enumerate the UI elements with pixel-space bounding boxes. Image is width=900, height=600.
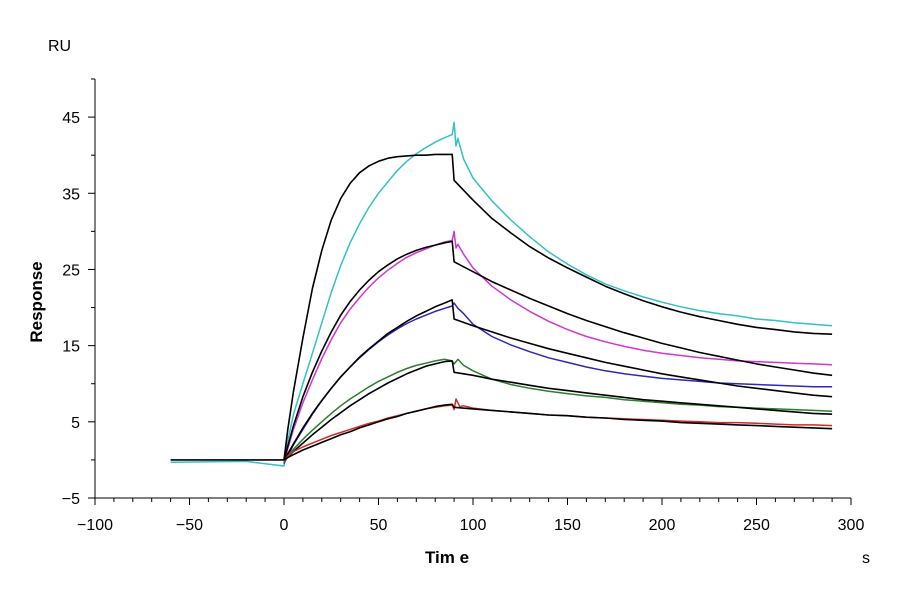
fit-curve-7 (283, 360, 833, 461)
y-tick-label: 35 (62, 186, 80, 203)
x-tick-label: 200 (649, 517, 676, 534)
y-tick-label: 15 (62, 339, 80, 356)
y-ticks: −5 5 15 25 35 45 (62, 78, 95, 508)
x-tick-label: 250 (743, 517, 770, 534)
y-tick-label: 5 (71, 415, 80, 432)
x-unit-label: s (862, 550, 870, 567)
x-tick-label: 150 (554, 517, 581, 534)
x-tick-label: 50 (370, 517, 388, 534)
y-tick-label: 25 (62, 262, 80, 279)
y-unit-label: RU (48, 38, 71, 55)
x-tick-label: 0 (280, 517, 289, 534)
fit-curve-3 (283, 240, 833, 461)
measured-curve-8 (283, 398, 833, 462)
fit-curve-9 (283, 403, 833, 461)
y-tick-label: −5 (62, 491, 80, 508)
x-tick-label: 300 (838, 517, 865, 534)
fit-curve-5 (283, 299, 833, 461)
x-tick-label: −50 (176, 517, 203, 534)
x-tick-label: 100 (460, 517, 487, 534)
x-ticks: −100 −50 0 50 100 150 200 250 300 (77, 498, 864, 534)
axes-layer (94, 79, 851, 499)
measured-curve-0 (170, 121, 833, 467)
y-axis-title: Response (27, 261, 46, 342)
x-axis-title: Tim e (425, 548, 469, 567)
fit-curve-1 (170, 153, 833, 461)
measured-curve-6 (283, 358, 833, 463)
x-tick-label: −100 (77, 517, 113, 534)
series-layer (170, 121, 833, 467)
measured-curve-2 (283, 230, 833, 464)
y-tick-label: 45 (62, 110, 80, 127)
